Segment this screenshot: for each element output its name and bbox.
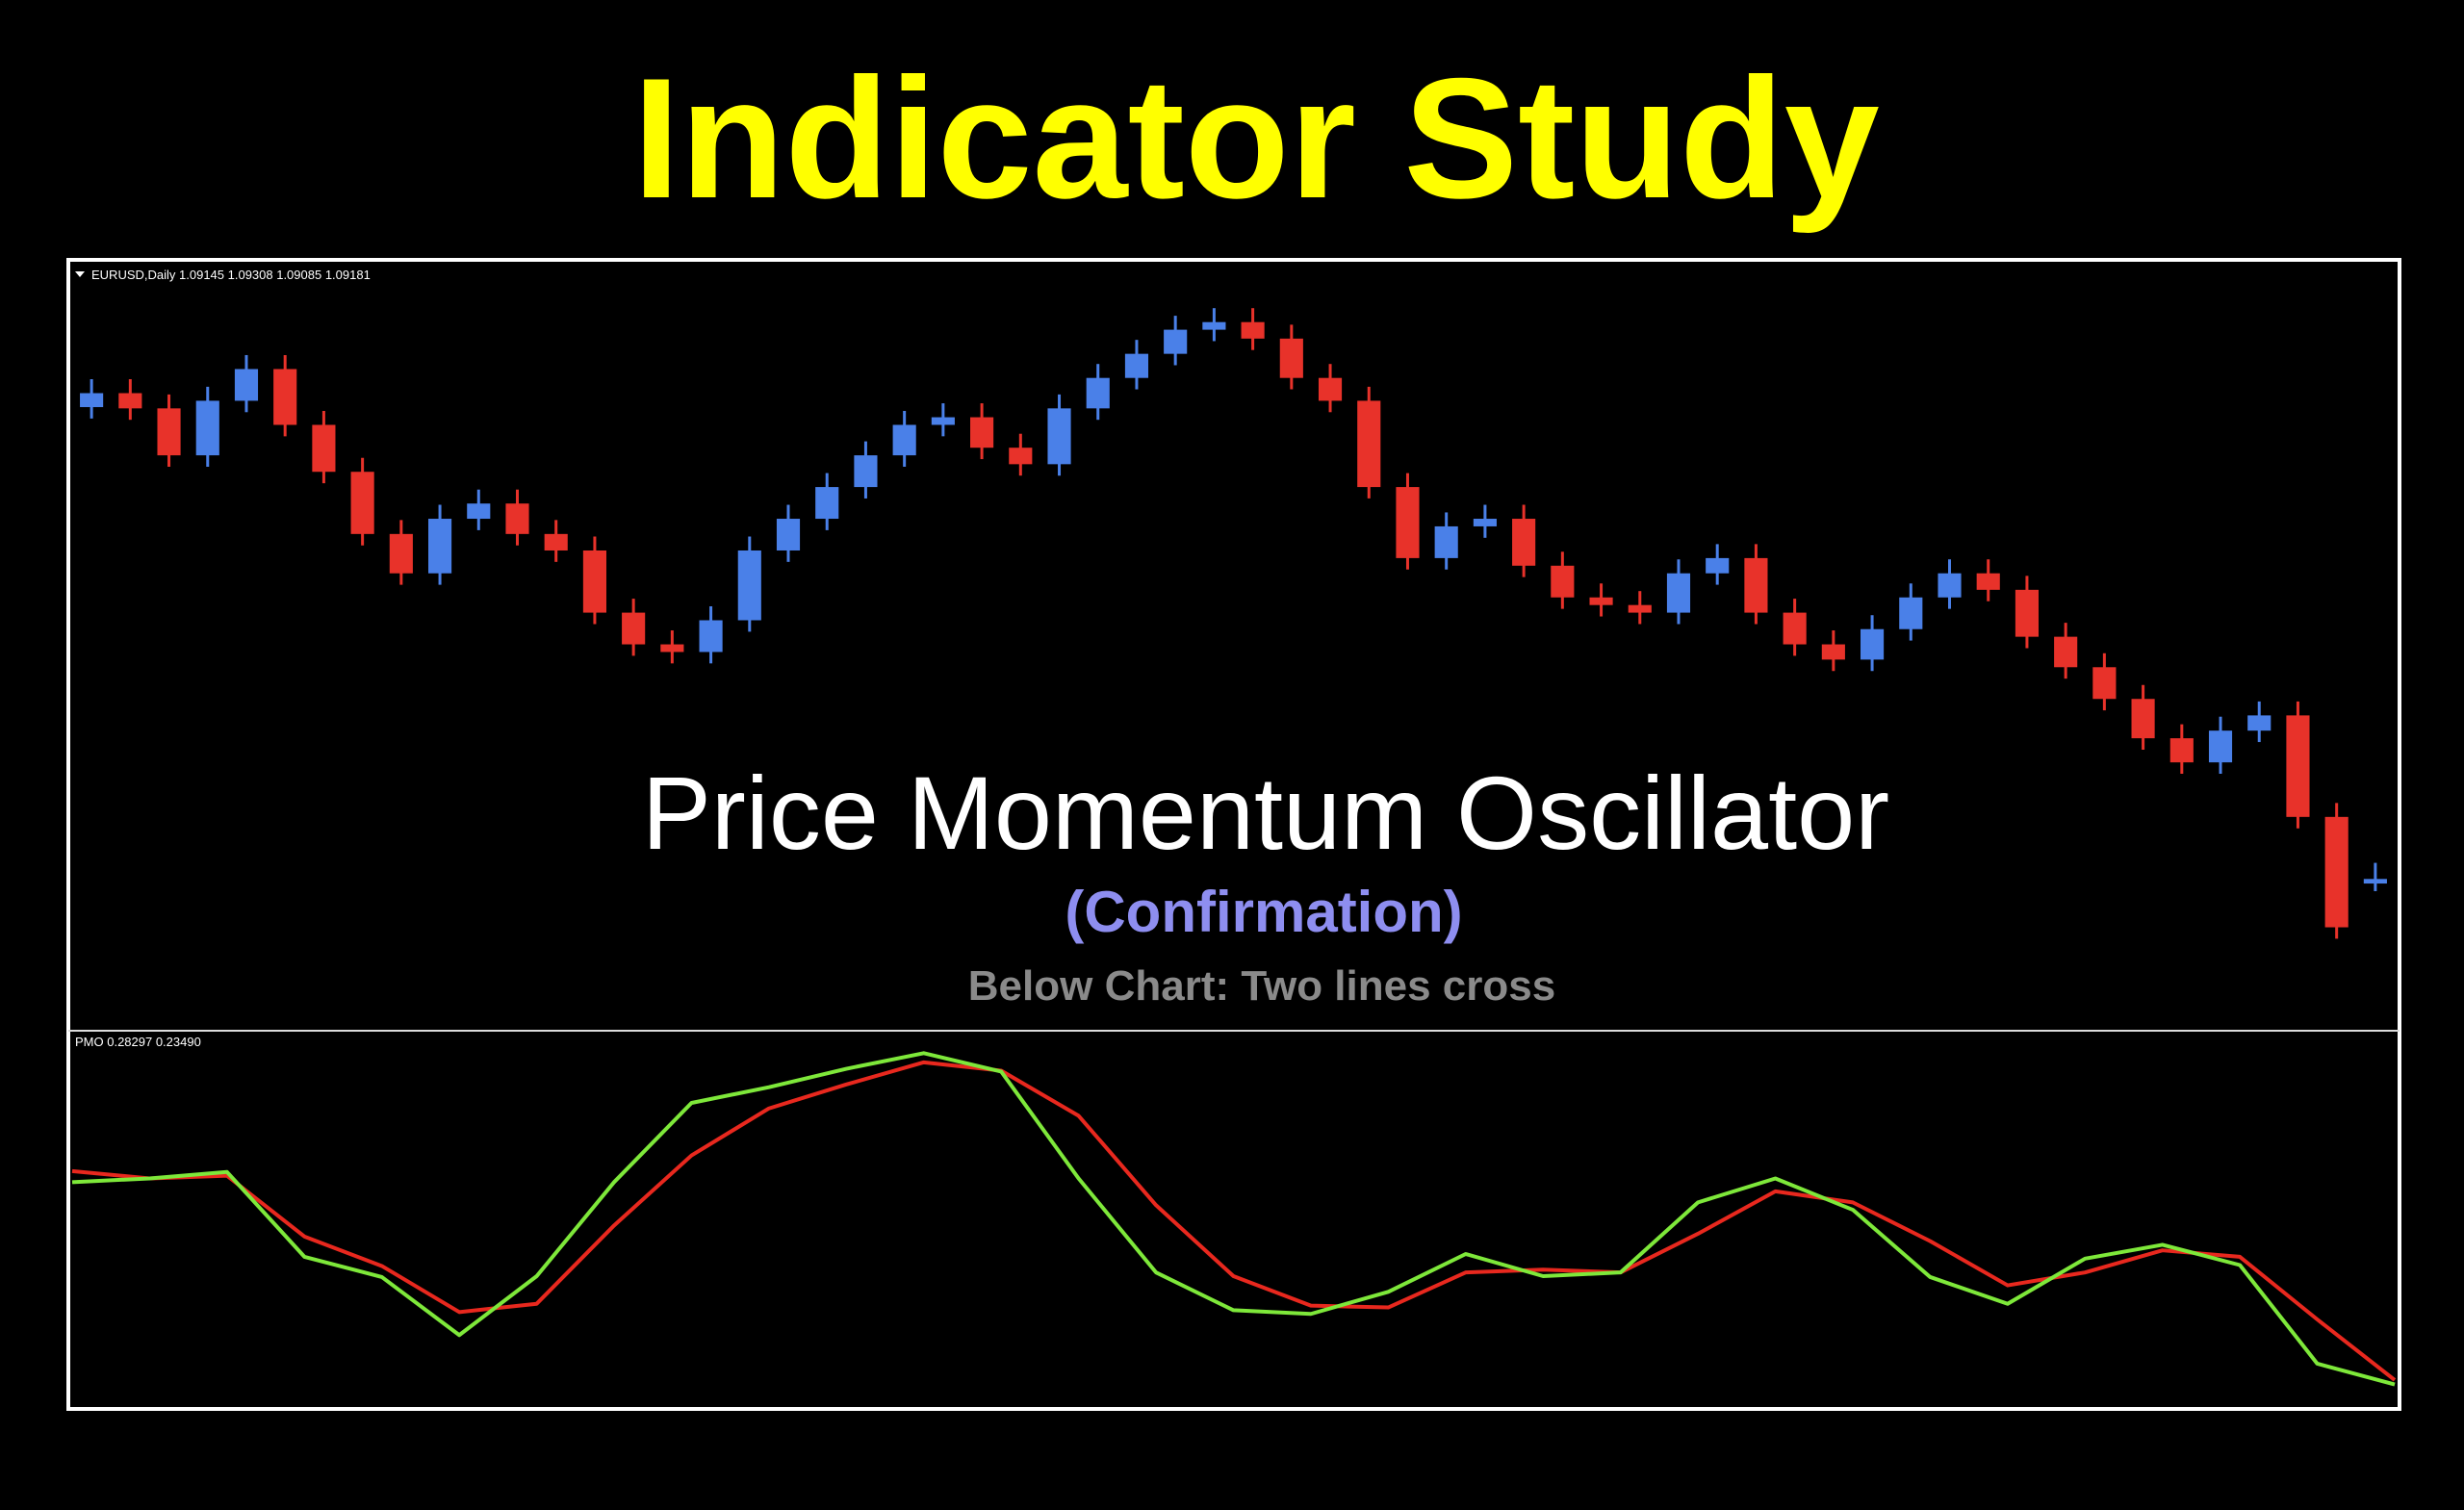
candle-body — [2208, 730, 2233, 763]
candle-body — [544, 533, 568, 550]
candle-body — [1976, 573, 2000, 590]
candle-body — [2363, 879, 2387, 884]
candle-body — [80, 393, 104, 408]
candle-body — [776, 519, 801, 550]
candle-body — [815, 487, 839, 520]
candle-body — [2247, 715, 2272, 731]
overlay-subheading: (Confirmation) — [1065, 880, 1462, 944]
candle-body — [1821, 644, 1845, 660]
candle-body — [892, 424, 916, 456]
candle-body — [350, 472, 374, 534]
candle-body — [660, 644, 684, 653]
candle-body — [854, 455, 878, 488]
indicator-line — [71, 1060, 2397, 1382]
candle-body — [1124, 353, 1149, 378]
candle-body — [622, 612, 646, 645]
plot-area — [71, 308, 2397, 1387]
price-header: EURUSD,Daily 1.09145 1.09308 1.09085 1.0… — [91, 268, 371, 282]
candle-body — [389, 533, 413, 574]
candle-body — [2131, 699, 2155, 739]
candle-body — [118, 393, 142, 409]
candle-body — [1551, 565, 1575, 598]
slide-title: Indicator Study — [632, 42, 1880, 234]
candle-body — [931, 417, 955, 425]
candle-body — [1047, 408, 1071, 465]
candle-body — [1589, 597, 1613, 605]
candle-body — [2054, 636, 2078, 668]
candle-body — [2092, 667, 2117, 700]
candle-body — [1861, 628, 1885, 660]
header-arrow — [75, 271, 85, 277]
candle-body — [1899, 597, 1923, 629]
candle-body — [1628, 604, 1652, 613]
indicator-header: PMO 0.28297 0.23490 — [75, 1035, 201, 1049]
candle-body — [1009, 448, 1033, 465]
candle-body — [234, 369, 259, 401]
candle-body — [1744, 557, 1768, 613]
candle-body — [970, 417, 994, 448]
candle-body — [1434, 525, 1458, 558]
candle-body — [1241, 321, 1265, 339]
candle-body — [737, 550, 761, 621]
candle-body — [1202, 321, 1226, 330]
candle-body — [1318, 377, 1343, 401]
overlay-note: Below Chart: Two lines cross — [968, 962, 1555, 1010]
candle-body — [1396, 487, 1420, 558]
candle-body — [195, 400, 219, 456]
candle-body — [1938, 573, 1962, 598]
indicator-line — [71, 1051, 2396, 1387]
candle-body — [505, 503, 529, 534]
chart-frame — [66, 258, 2401, 1411]
candle-body — [2324, 816, 2348, 928]
candle-body — [1512, 519, 1536, 566]
candle-body — [312, 424, 336, 473]
candle-body — [582, 550, 606, 613]
candle-body — [157, 408, 181, 456]
candle-body — [273, 369, 297, 425]
candle-body — [427, 519, 452, 574]
candle-body — [467, 503, 491, 520]
candle-body — [1666, 573, 1691, 613]
candle-body — [699, 620, 723, 653]
candle-body — [1357, 400, 1381, 488]
candle-body — [1706, 557, 1730, 574]
candle-body — [2015, 589, 2040, 637]
candle-body — [1279, 338, 1303, 378]
candle-body — [2169, 738, 2194, 763]
candle-body — [2286, 715, 2310, 817]
candle-body — [1473, 519, 1497, 526]
candle-body — [1086, 377, 1110, 409]
candle-body — [1164, 329, 1188, 354]
candle-body — [1783, 612, 1807, 645]
overlay-heading: Price Momentum Oscillator — [642, 755, 1889, 871]
